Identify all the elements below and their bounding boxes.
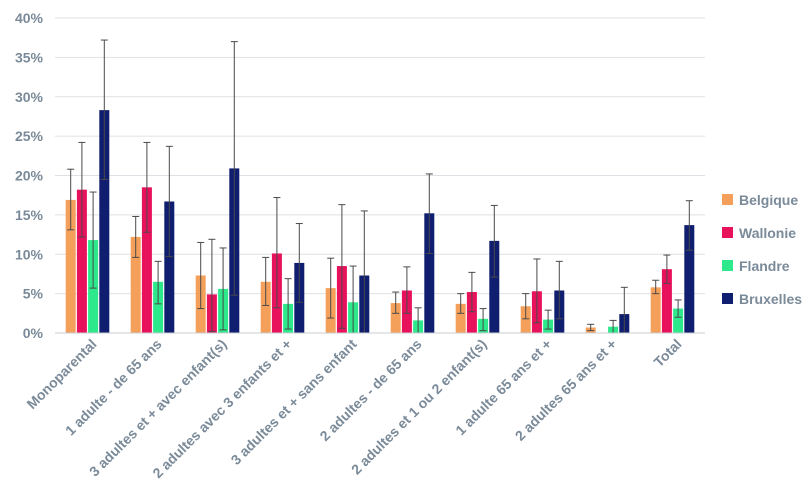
y-tick-label: 15% — [15, 207, 44, 223]
bar-wallonie-0 — [76, 189, 87, 333]
bar-belgique-0 — [65, 199, 76, 333]
x-tick-label: Total — [650, 336, 684, 370]
bars — [65, 110, 695, 333]
legend-swatch-flandre — [722, 260, 733, 271]
bar-bruxelles-1 — [164, 201, 175, 333]
bar-belgique-3 — [260, 281, 271, 333]
y-axis: 0% 5% 10% 15% 20% 25% 30% 35% 40% — [15, 10, 44, 341]
y-tick-label: 5% — [23, 286, 44, 302]
legend: Belgique Wallonie Flandre Bruxelles — [722, 192, 802, 307]
bar-flandre-9 — [673, 308, 684, 333]
legend-label-belgique: Belgique — [739, 192, 798, 208]
y-tick-label: 35% — [15, 49, 44, 65]
bar-belgique-5 — [390, 303, 401, 333]
legend-swatch-wallonie — [722, 227, 733, 238]
y-tick-label: 25% — [15, 128, 44, 144]
x-tick-label: 2 adultes et 1 ou 2 enfant(s) — [348, 336, 490, 478]
bar-flandre-1 — [153, 281, 164, 333]
bar-wallonie-6 — [466, 292, 477, 333]
x-tick-label: 3 adultes et + avec enfant(s) — [86, 336, 230, 480]
legend-swatch-bruxelles — [722, 293, 733, 304]
bar-belgique-6 — [455, 303, 466, 333]
bar-bruxelles-9 — [684, 225, 695, 333]
bar-belgique-7 — [520, 306, 531, 333]
legend-label-bruxelles: Bruxelles — [739, 291, 802, 307]
legend-label-flandre: Flandre — [739, 258, 790, 274]
bar-belgique-9 — [650, 287, 661, 333]
bar-belgique-1 — [130, 236, 141, 333]
y-tick-label: 40% — [15, 10, 44, 26]
bar-wallonie-9 — [661, 269, 672, 333]
x-tick-label: 2 adultes avec 3 enfants et + — [149, 336, 294, 481]
bar-bruxelles-5 — [424, 213, 435, 333]
y-tick-label: 20% — [15, 168, 44, 184]
gridlines — [55, 17, 705, 334]
bar-wallonie-1 — [141, 187, 152, 333]
y-tick-label: 30% — [15, 89, 44, 105]
bar-bruxelles-0 — [99, 110, 110, 333]
x-tick-label: 3 adultes et + sans enfant — [228, 336, 360, 468]
bar-bruxelles-6 — [489, 240, 500, 333]
y-tick-label: 10% — [15, 246, 44, 262]
legend-label-wallonie: Wallonie — [739, 225, 796, 241]
legend-swatch-belgique — [722, 194, 733, 205]
y-tick-label: 0% — [23, 325, 44, 341]
